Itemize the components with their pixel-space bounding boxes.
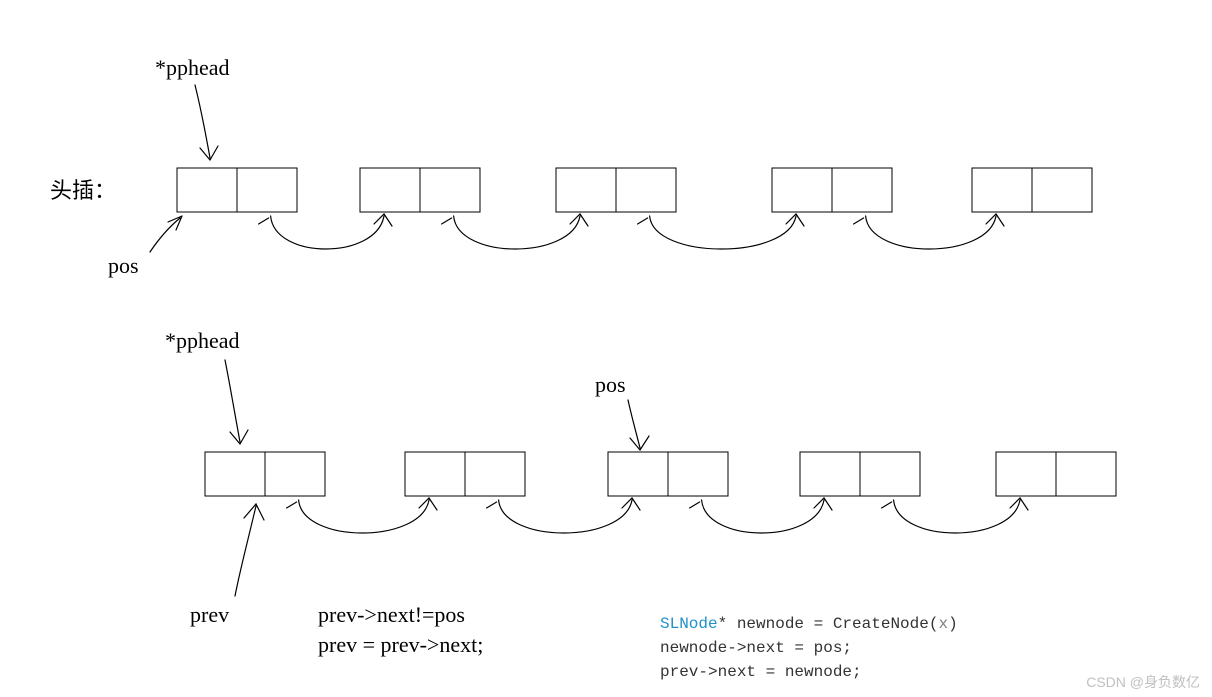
watermark: CSDN @身负数亿: [1086, 674, 1200, 690]
prev-label: prev: [190, 602, 229, 627]
code-line-2: newnode->next = pos;: [660, 639, 852, 657]
code-line-1: SLNode* newnode = CreateNode(x): [660, 615, 958, 633]
pphead-label-2: *pphead: [165, 328, 240, 353]
loop-cond: prev->next!=pos: [318, 602, 465, 627]
code-line-3: prev->next = newnode;: [660, 663, 862, 681]
pphead-label-1: *pphead: [155, 55, 230, 80]
diagram-canvas: 头插： *pphead pos *pphead pos prev prev->next!=p…: [0, 0, 1212, 697]
loop-step: prev = prev->next;: [318, 632, 483, 657]
pos-label-1: pos: [108, 253, 139, 278]
pos-label-2: pos: [595, 372, 626, 397]
head-insert-label: 头插：: [50, 178, 116, 203]
